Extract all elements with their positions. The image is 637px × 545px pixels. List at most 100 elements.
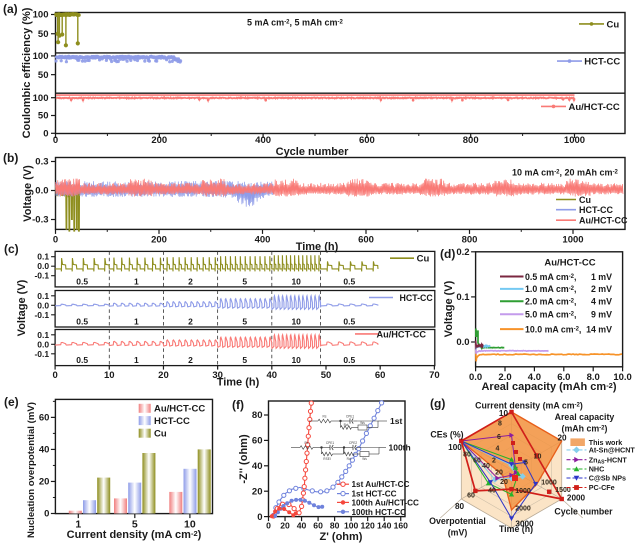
svg-text:4: 4 — [496, 446, 500, 453]
svg-text:0.5: 0.5 — [76, 317, 88, 327]
svg-text:100: 100 — [33, 93, 49, 104]
svg-text:0.5: 0.5 — [343, 276, 355, 286]
svg-text:5.0 mA cm-2,: 5.0 mA cm-2, — [525, 310, 576, 320]
svg-text:2000: 2000 — [567, 494, 586, 503]
svg-text:0.0: 0.0 — [456, 337, 469, 348]
svg-text:PC-CFe: PC-CFe — [589, 483, 615, 492]
svg-text:100th HCT-CC: 100th HCT-CC — [352, 508, 407, 517]
svg-text:60: 60 — [313, 521, 323, 531]
svg-text:Cu: Cu — [154, 429, 167, 440]
svg-text:0.2: 0.2 — [456, 247, 469, 258]
svg-text:10: 10 — [291, 317, 301, 327]
svg-text:Voltage (V): Voltage (V) — [22, 165, 34, 222]
svg-text:0.1: 0.1 — [37, 252, 49, 262]
svg-text:1: 1 — [134, 276, 139, 286]
svg-text:(g): (g) — [430, 397, 445, 411]
svg-text:0.0: 0.0 — [37, 261, 49, 271]
svg-text:160: 160 — [394, 521, 409, 531]
svg-text:Rct: Rct — [347, 457, 352, 461]
svg-text:40: 40 — [252, 461, 263, 472]
svg-text:2.0: 2.0 — [498, 372, 511, 383]
svg-text:Time (h): Time (h) — [296, 241, 339, 253]
svg-text:At-Sn@HCNT: At-Sn@HCNT — [589, 446, 636, 455]
svg-text:0.0: 0.0 — [35, 186, 48, 197]
svg-text:30: 30 — [212, 370, 223, 381]
svg-text:Cycle number: Cycle number — [554, 507, 613, 517]
svg-text:60: 60 — [252, 436, 263, 447]
svg-text:0.0: 0.0 — [37, 300, 49, 310]
svg-text:200: 200 — [151, 135, 167, 146]
svg-text:20: 20 — [252, 486, 263, 497]
svg-text:6.0: 6.0 — [557, 372, 570, 383]
svg-text:0.5: 0.5 — [76, 355, 88, 365]
svg-text:0.1: 0.1 — [456, 292, 470, 303]
svg-text:HCT-CC: HCT-CC — [584, 57, 620, 68]
svg-text:50: 50 — [38, 111, 49, 122]
svg-text:1000: 1000 — [562, 234, 583, 245]
svg-text:10: 10 — [291, 276, 301, 286]
svg-text:80: 80 — [463, 452, 471, 459]
svg-text:HCT-CC: HCT-CC — [400, 293, 434, 303]
svg-text:1st HCT-CC: 1st HCT-CC — [352, 490, 397, 499]
svg-text:3000: 3000 — [515, 520, 534, 529]
svg-text:0.0: 0.0 — [37, 339, 49, 349]
svg-text:Cu: Cu — [607, 19, 620, 30]
svg-text:Ws: Ws — [362, 457, 367, 461]
svg-text:20: 20 — [557, 434, 567, 443]
svg-text:Au/HCT-CC: Au/HCT-CC — [569, 102, 620, 113]
svg-text:(d): (d) — [440, 247, 455, 261]
svg-text:100th Au/HCT-CC: 100th Au/HCT-CC — [352, 498, 420, 507]
svg-text:This work: This work — [589, 438, 623, 447]
svg-text:Overpotential: Overpotential — [429, 516, 486, 526]
svg-text:2: 2 — [188, 276, 193, 286]
svg-text:10: 10 — [291, 355, 301, 365]
svg-text:60: 60 — [473, 458, 481, 465]
svg-text:0: 0 — [53, 135, 58, 146]
svg-text:Cu: Cu — [579, 195, 591, 205]
svg-text:0: 0 — [266, 521, 271, 531]
svg-text:100: 100 — [33, 51, 49, 62]
svg-text:6: 6 — [497, 434, 501, 441]
svg-text:50: 50 — [38, 70, 49, 81]
svg-text:-0.1: -0.1 — [34, 271, 49, 281]
svg-text:600: 600 — [358, 234, 374, 245]
svg-text:100th: 100th — [389, 443, 411, 453]
svg-text:0.5: 0.5 — [76, 276, 88, 286]
svg-text:400: 400 — [255, 135, 271, 146]
svg-text:Cu: Cu — [417, 254, 430, 265]
svg-text:14 mV: 14 mV — [586, 324, 612, 334]
svg-text:0: 0 — [52, 370, 57, 381]
svg-text:40: 40 — [488, 488, 496, 495]
svg-text:Current density (mA cm-2): Current density (mA cm-2) — [475, 401, 583, 411]
svg-text:10: 10 — [499, 409, 509, 418]
svg-text:60: 60 — [375, 370, 386, 381]
svg-text:1: 1 — [134, 355, 139, 365]
svg-text:40: 40 — [39, 445, 50, 456]
svg-text:-0.1: -0.1 — [34, 349, 49, 359]
svg-text:0: 0 — [43, 129, 48, 140]
svg-text:2000: 2000 — [515, 506, 531, 513]
svg-text:5 mA cm-2, 5 mAh cm-2: 5 mA cm-2, 5 mAh cm-2 — [247, 18, 344, 28]
svg-text:Ws: Ws — [360, 421, 365, 425]
svg-text:1st Au/HCT-CC: 1st Au/HCT-CC — [352, 480, 410, 489]
svg-text:(f): (f) — [232, 398, 244, 412]
svg-text:140: 140 — [377, 521, 392, 531]
svg-text:50: 50 — [321, 370, 332, 381]
svg-text:0: 0 — [53, 234, 58, 245]
svg-text:10: 10 — [184, 519, 196, 531]
svg-text:NHC: NHC — [589, 465, 605, 474]
svg-text:600: 600 — [359, 135, 375, 146]
svg-text:Time (h): Time (h) — [499, 524, 533, 534]
svg-text:2 mV: 2 mV — [591, 284, 612, 294]
svg-text:Areal capacity: Areal capacity — [555, 412, 615, 422]
svg-text:1 mV: 1 mV — [591, 272, 612, 282]
svg-text:1000: 1000 — [515, 488, 531, 495]
svg-text:Areal capacity (mAh cm-2): Areal capacity (mAh cm-2) — [481, 381, 616, 393]
svg-text:RSEI: RSEI — [323, 457, 331, 461]
svg-text:Z' (ohm): Z' (ohm) — [320, 531, 363, 543]
svg-text:Cycle number: Cycle number — [276, 146, 349, 158]
svg-text:1st: 1st — [390, 416, 402, 426]
svg-text:-0.1: -0.1 — [34, 310, 49, 320]
svg-text:Voltage (V): Voltage (V) — [16, 279, 28, 336]
svg-text:60: 60 — [39, 413, 50, 424]
